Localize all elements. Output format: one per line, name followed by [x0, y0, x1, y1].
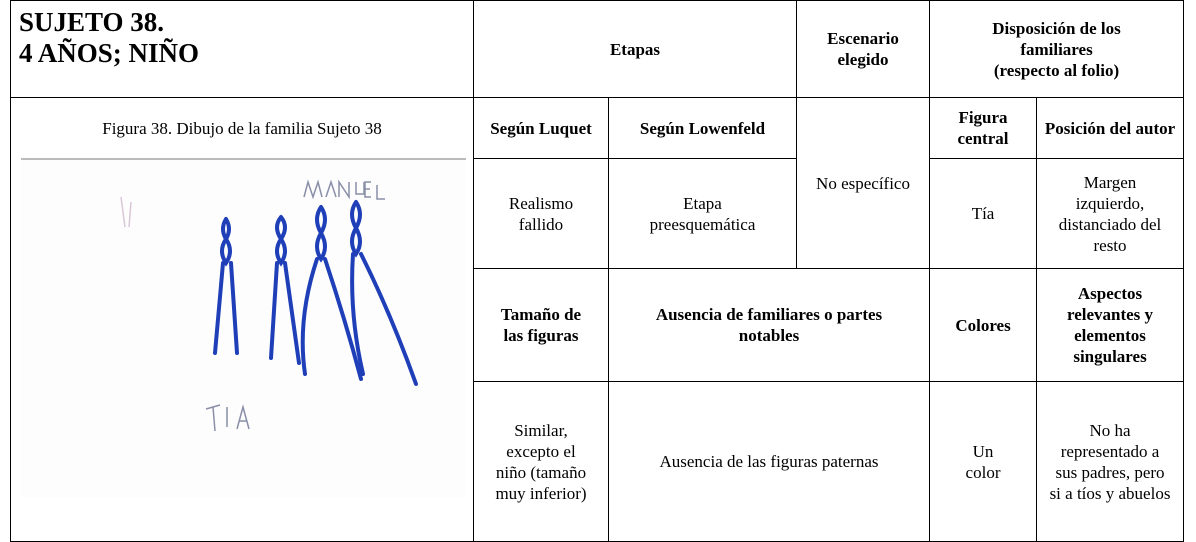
- disposicion-line: (respecto al folio): [993, 60, 1120, 80]
- subject: SUJETO 38.: [19, 7, 165, 37]
- paper: [21, 157, 466, 497]
- disposicion-line: Disposición de los familiares: [992, 18, 1121, 59]
- figure: [300, 205, 363, 381]
- aspectos-value: No ha representado a sus padres, pero si…: [1036, 381, 1185, 542]
- name-scribble: [303, 179, 385, 200]
- lowenfeld-value: Etapa preesquemática: [607, 158, 798, 269]
- header-figura-central: Figura central: [929, 97, 1038, 159]
- escenario-value: No específico: [796, 97, 931, 269]
- tamano-value: Similar, excepto el niño (tamaño muy inf…: [473, 381, 609, 542]
- family-drawing: [21, 157, 466, 497]
- header-posicion-autor: Posición del autor: [1036, 97, 1185, 159]
- colores-value: Un color: [929, 381, 1038, 542]
- family-drawing-table: SUJETO 38. 4 AÑOS; NIÑO Etapas Escenario…: [10, 0, 1185, 542]
- figure-cell: Figura 38. Dibujo de la familia Sujeto 3…: [10, 97, 474, 542]
- figure: [350, 200, 418, 386]
- header-aspectos: Aspectos relevantes y elementos singular…: [1036, 268, 1185, 382]
- figures: [213, 200, 418, 386]
- subject-cell: SUJETO 38. 4 AÑOS; NIÑO: [10, 0, 474, 98]
- figure-caption: Figura 38. Dibujo de la familia Sujeto 3…: [102, 119, 382, 138]
- header-escenario: Escenario elegido: [796, 0, 931, 98]
- header-tamano: Tamaño de las figuras: [473, 268, 609, 382]
- figure: [213, 217, 239, 355]
- header-luquet: Según Luquet: [473, 97, 609, 159]
- age-sex: 4 AÑOS; NIÑO: [19, 38, 200, 68]
- handwriting: [120, 179, 385, 432]
- ausencia-value: Ausencia de las figuras paternas: [607, 381, 931, 542]
- figure: [269, 215, 301, 365]
- header-colores: Colores: [929, 268, 1038, 382]
- posicion-autor-value: Margen izquierdo, distanciado del resto: [1036, 158, 1185, 269]
- tia-scribble: [205, 404, 250, 432]
- header-lowenfeld: Según Lowenfeld: [607, 97, 798, 159]
- figura-central-value: Tía: [929, 158, 1038, 269]
- luquet-value: Realismo fallido: [473, 158, 609, 269]
- faint-mark: [120, 196, 132, 228]
- header-ausencia: Ausencia de familiares o partes notables: [607, 268, 931, 382]
- header-etapas: Etapas: [472, 0, 798, 98]
- header-disposicion: Disposición de los familiares (respecto …: [929, 0, 1185, 98]
